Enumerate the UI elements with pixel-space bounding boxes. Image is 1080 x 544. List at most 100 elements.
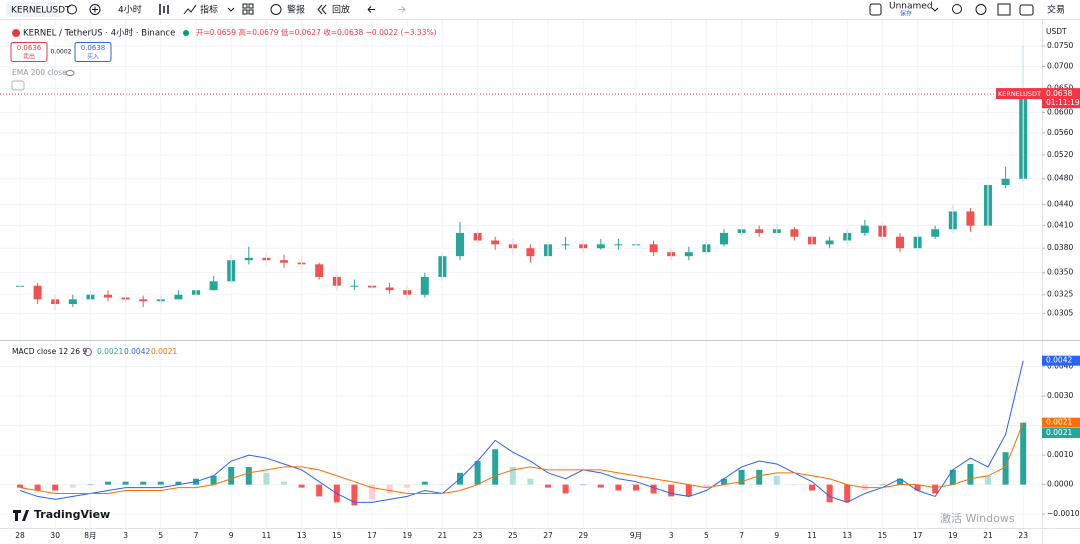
y-tick-label: 0.0000 — [1047, 480, 1073, 489]
market-status — [183, 30, 189, 36]
histogram-bar — [316, 484, 323, 497]
candle-body — [896, 236, 904, 249]
alerts[interactable]: 警报 — [287, 4, 305, 16]
macd-line — [19, 360, 1024, 503]
compare-icon[interactable] — [67, 4, 77, 15]
buy-button[interactable] — [74, 42, 112, 62]
plus — [92, 6, 98, 13]
x-tick-label: 5 — [158, 531, 163, 540]
candle-body — [139, 299, 148, 302]
y-tick-label: 0.0030 — [1047, 391, 1073, 400]
histogram-bar — [245, 466, 252, 485]
x-tick-label: 19 — [402, 531, 412, 540]
candle-body — [526, 248, 535, 257]
y-tick-label: 0.0700 — [1047, 62, 1073, 71]
candle-body — [1001, 178, 1010, 186]
histogram-bar — [932, 484, 939, 494]
x-tick-label: 25 — [508, 531, 518, 540]
histogram-bar — [369, 484, 375, 500]
buy-label[interactable]: 买入 — [87, 53, 99, 61]
macd-icon — [84, 348, 92, 356]
undo-icon[interactable] — [367, 6, 375, 13]
candle-body — [104, 294, 112, 298]
sell-button[interactable] — [10, 42, 48, 62]
axis-value-label: 0.0021 — [1046, 418, 1072, 427]
y-tick-label: 0.0010 — [1047, 450, 1073, 459]
x-tick-label: 5 — [704, 531, 709, 540]
countdown: 01:11:19 — [1046, 98, 1080, 107]
x-tick-label: 8月 — [84, 531, 96, 540]
x-tick-label: 15 — [332, 531, 342, 540]
redo-icon — [398, 6, 406, 13]
indicators-icon[interactable] — [183, 4, 197, 15]
y-tick-label: 0.0325 — [1047, 290, 1073, 299]
histogram-bar — [298, 484, 305, 488]
axis-value-label: 0.0042 — [1046, 356, 1072, 365]
search-icon[interactable] — [952, 4, 962, 14]
replay-icon[interactable] — [317, 4, 327, 15]
trade[interactable]: 交易 — [1047, 4, 1065, 16]
histogram-bar — [34, 484, 41, 491]
buy-price[interactable]: 0.0638 — [81, 44, 106, 52]
interval[interactable]: 4小时 — [118, 4, 142, 16]
toolbar — [0, 0, 1080, 19]
histogram-bar — [140, 481, 147, 485]
symbol[interactable]: KERNELUSDT — [11, 6, 71, 16]
chart-type-icon[interactable] — [159, 4, 169, 15]
snapshot-icon[interactable] — [1019, 4, 1034, 16]
x-tick-label: 7 — [739, 531, 744, 540]
histogram-bar — [263, 472, 270, 485]
add-icon[interactable] — [89, 4, 101, 15]
y-tick-label: 0.0440 — [1047, 200, 1073, 209]
layout-name[interactable]: Unnamed — [889, 2, 933, 12]
histogram-bar — [738, 469, 745, 485]
candle-body — [456, 232, 464, 257]
layout-icon[interactable] — [869, 3, 882, 16]
symbol-title: KERNEL / TetherUS · 4小时 · Binance — [23, 28, 175, 39]
candle-body — [561, 244, 570, 246]
x-tick-label: 11 — [262, 531, 272, 540]
sell-price[interactable]: 0.0636 — [17, 44, 42, 52]
dropdown[interactable] — [227, 7, 235, 12]
symbol-label: KERNELUSDT — [998, 90, 1041, 98]
windows-watermark: 激活 Windows — [940, 511, 1015, 525]
histogram-bar — [791, 484, 798, 486]
price-label: 0.0638 — [1046, 89, 1072, 98]
histogram-bar — [1020, 422, 1027, 485]
y-tick-label: −0.0010 — [1047, 509, 1080, 518]
histogram-bar — [773, 475, 780, 485]
histogram-bar — [562, 484, 569, 494]
histogram-bar — [826, 484, 833, 503]
candle-body — [33, 285, 42, 300]
collapse-icon[interactable] — [11, 80, 25, 91]
x-tick-label: 9 — [774, 531, 779, 540]
histogram-bar — [157, 481, 164, 485]
visibility-icon[interactable] — [65, 70, 75, 76]
macd-value: 0.0042 — [124, 347, 150, 356]
fullscreen-icon[interactable] — [997, 3, 1011, 16]
dropdown[interactable] — [931, 7, 939, 12]
histogram-bar — [897, 478, 903, 485]
histogram-bar — [439, 484, 446, 486]
indicators[interactable]: 指标 — [200, 4, 218, 16]
x-tick-label: 17 — [913, 531, 923, 540]
histogram-bar — [351, 484, 358, 506]
histogram-bar — [844, 484, 851, 503]
settings-icon[interactable] — [975, 4, 987, 15]
x-tick-label: 11 — [807, 531, 817, 540]
macd-hist-value: 0.0021 — [97, 347, 123, 356]
x-tick-label: 9 — [229, 531, 234, 540]
y-tick-label: 0.0480 — [1047, 174, 1073, 183]
candle-body — [315, 264, 324, 277]
templates-icon[interactable] — [242, 3, 248, 9]
replay[interactable]: 回放 — [332, 4, 350, 16]
brand: TradingView — [34, 508, 110, 521]
x-tick-label: 21 — [983, 531, 993, 540]
histogram-bar — [597, 484, 604, 488]
symbol-search[interactable] — [6, 2, 62, 17]
x-tick-label: 9月 — [630, 531, 642, 540]
alert-icon[interactable] — [270, 4, 282, 15]
sell-label[interactable]: 卖出 — [23, 53, 35, 61]
x-tick-label: 23 — [1018, 531, 1028, 540]
